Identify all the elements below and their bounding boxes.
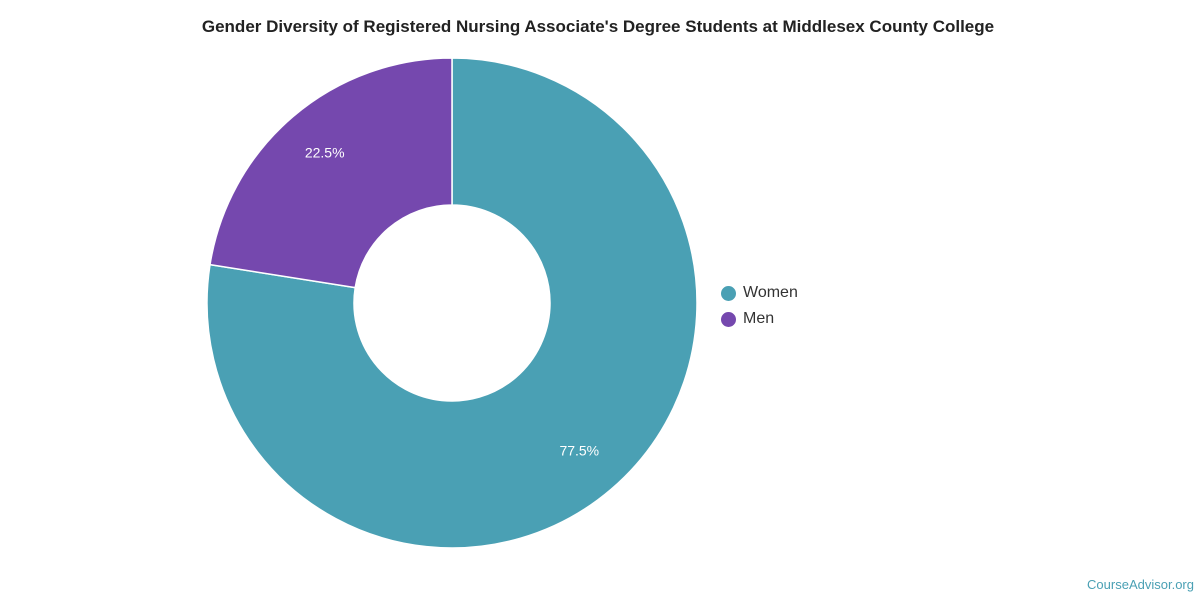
slice-men[interactable] — [209, 57, 453, 289]
legend: Women Men — [721, 280, 798, 332]
legend-label-men: Men — [743, 310, 775, 327]
legend-swatch-women-icon — [721, 285, 736, 301]
chart-title: Gender Diversity of Registered Nursing A… — [201, 17, 995, 36]
legend-label-women: Women — [743, 284, 798, 301]
slice-label-men: 22.5% — [305, 145, 345, 161]
legend-item-men[interactable]: Men — [721, 306, 798, 332]
slice-label-women: 77.5% — [559, 443, 599, 459]
slice-women[interactable] — [206, 57, 698, 549]
legend-item-women[interactable]: Women — [721, 280, 798, 306]
watermark-credit[interactable]: CourseAdvisor.org — [1087, 577, 1194, 592]
legend-swatch-men-icon — [721, 311, 736, 327]
